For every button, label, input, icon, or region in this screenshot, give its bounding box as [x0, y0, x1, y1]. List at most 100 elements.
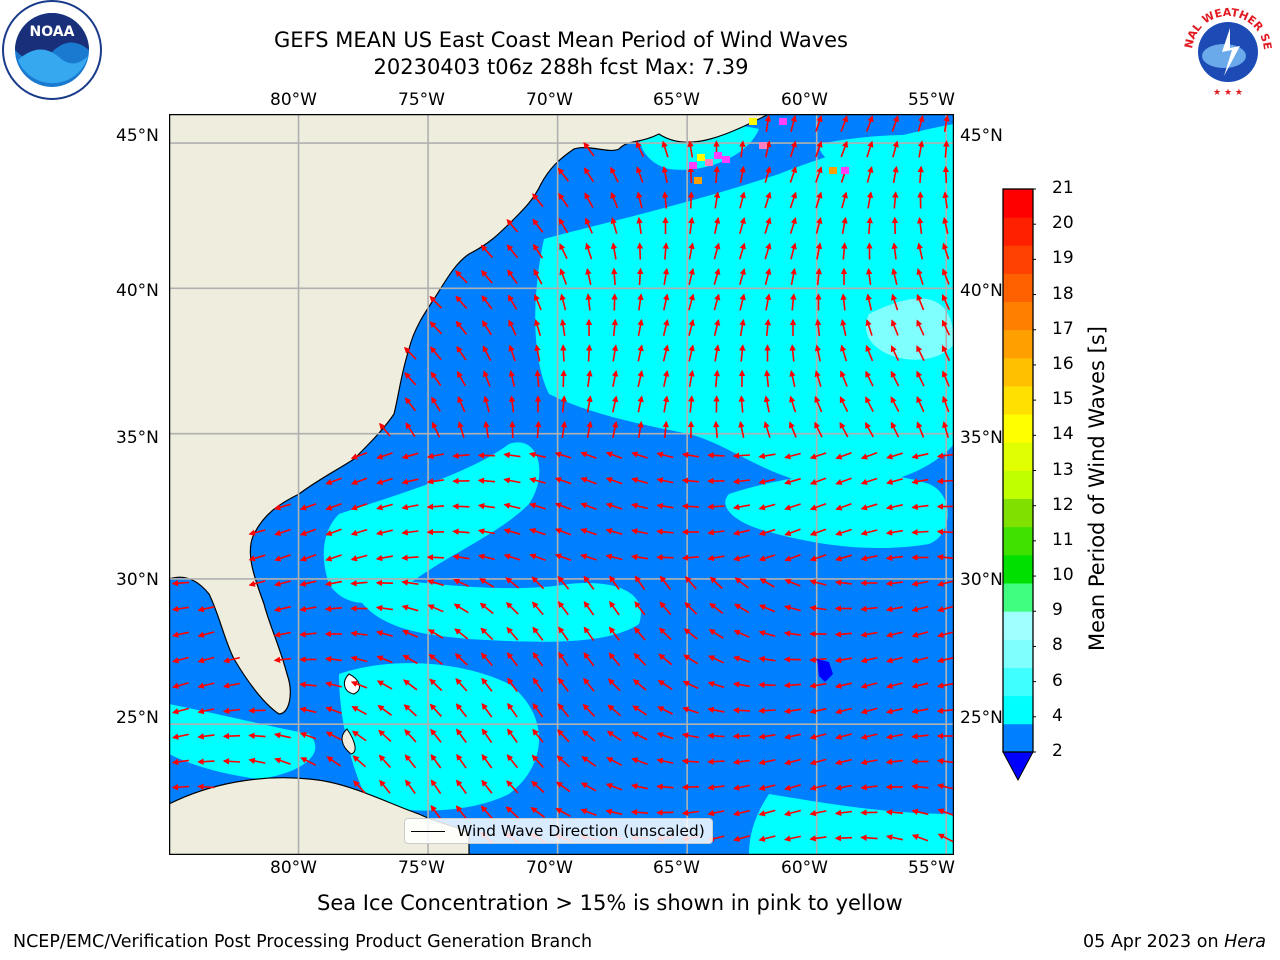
wind-wave-arrow — [299, 706, 317, 714]
wind-wave-arrow — [171, 605, 190, 613]
wind-wave-arrow — [481, 779, 493, 794]
wind-wave-arrow — [426, 452, 445, 460]
wind-wave-arrow — [764, 140, 772, 158]
wind-wave-arrow — [688, 319, 695, 336]
wind-wave-arrow — [586, 420, 593, 439]
wind-wave-arrow — [839, 421, 849, 438]
wind-wave-arrow — [732, 784, 750, 791]
colorbar-tick-label: 12 — [1052, 494, 1074, 515]
wind-wave-arrow — [662, 191, 669, 209]
wind-wave-arrow — [508, 395, 516, 413]
wind-wave-arrow — [581, 756, 597, 767]
wind-wave-arrow — [809, 554, 827, 562]
wind-wave-arrow — [885, 554, 904, 562]
wind-wave-arrow — [656, 757, 674, 765]
wind-wave-arrow — [758, 681, 776, 689]
wind-wave-arrow — [197, 707, 215, 715]
wind-wave-arrow — [656, 783, 674, 790]
wind-wave-arrow — [403, 704, 417, 717]
wind-wave-arrow — [739, 191, 746, 209]
wind-wave-arrow — [482, 320, 492, 336]
wind-wave-arrow — [350, 554, 368, 562]
footer-date: 05 Apr 2023 on — [1082, 932, 1219, 952]
wind-wave-arrow — [197, 733, 215, 740]
wind-wave-arrow — [809, 835, 827, 842]
wind-wave-arrow — [350, 452, 368, 460]
wind-wave-arrow — [886, 656, 903, 664]
wind-wave-arrow — [508, 319, 517, 336]
wind-wave-arrow — [350, 580, 368, 587]
wind-wave-arrow — [733, 835, 750, 842]
wind-wave-arrow — [834, 809, 853, 817]
lon-label-top-60w: 60°W — [781, 90, 828, 110]
wind-wave-arrow — [197, 605, 215, 613]
colorbar-segment — [1003, 470, 1033, 500]
lon-label-top-75w: 75°W — [398, 90, 445, 110]
wind-wave-arrow — [764, 166, 772, 183]
colorbar-segment — [1003, 386, 1033, 415]
wind-wave-arrow — [171, 580, 190, 587]
wind-wave-arrow — [681, 758, 700, 765]
wind-wave-arrow — [586, 395, 593, 413]
wind-wave-arrow — [404, 372, 417, 386]
wind-wave-arrow — [605, 783, 623, 791]
wind-wave-arrow — [688, 267, 695, 285]
wind-wave-arrow — [426, 554, 445, 561]
wind-wave-arrow — [733, 603, 750, 614]
wind-wave-arrow — [508, 344, 516, 362]
wind-wave-arrow — [605, 477, 623, 485]
wind-wave-arrow — [659, 601, 672, 616]
wind-wave-arrow — [911, 733, 929, 740]
wind-wave-arrow — [632, 705, 648, 716]
wind-wave-arrow — [171, 631, 189, 638]
map-panel — [169, 114, 954, 855]
wind-wave-arrow — [531, 754, 544, 768]
wind-wave-arrow — [840, 140, 849, 158]
wind-wave-arrow — [350, 503, 368, 511]
wind-wave-arrow — [658, 627, 672, 641]
wind-wave-arrow — [454, 653, 468, 666]
wind-wave-arrow — [866, 216, 873, 235]
colorbar-tick-label: 18 — [1052, 283, 1074, 304]
wind-wave-arrow — [784, 758, 801, 766]
wind-wave-arrow — [583, 600, 595, 616]
wind-wave-arrow — [841, 216, 848, 235]
wind-wave-arrow — [404, 397, 417, 412]
wind-wave-arrow — [911, 783, 929, 790]
wind-wave-arrow — [557, 167, 570, 182]
wind-wave-arrow — [534, 369, 541, 388]
wind-wave-arrow — [531, 601, 544, 616]
wind-wave-arrow — [865, 319, 873, 336]
wind-wave-arrow — [585, 293, 592, 311]
wind-wave-arrow — [707, 784, 725, 791]
wind-wave-arrow — [709, 602, 724, 615]
wind-wave-arrow — [533, 268, 543, 285]
wind-wave-arrow — [942, 216, 949, 234]
wind-wave-arrow — [758, 528, 776, 536]
wind-wave-arrow — [681, 809, 700, 817]
wind-wave-arrow — [809, 503, 827, 511]
wind-wave-arrow — [350, 680, 368, 689]
wind-wave-arrow — [560, 344, 567, 362]
wind-wave-arrow — [248, 580, 266, 587]
wind-wave-arrow — [739, 344, 746, 362]
wind-wave-arrow — [739, 217, 746, 234]
lat-label-left-40n: 40°N — [116, 281, 159, 301]
wind-wave-arrow — [430, 753, 442, 769]
wind-wave-arrow — [860, 503, 878, 511]
wind-wave-arrow — [560, 395, 567, 413]
wind-wave-arrow — [681, 783, 700, 791]
colorbar-segment — [1003, 554, 1033, 584]
lat-label-left-35n: 35°N — [116, 428, 159, 448]
colorbar-tick-label: 11 — [1052, 529, 1074, 550]
wind-wave-arrow — [911, 478, 929, 485]
wind-wave-arrow — [631, 477, 648, 484]
wind-wave-arrow — [809, 809, 827, 817]
wind-wave-arrow — [611, 318, 618, 337]
wind-wave-arrow — [941, 294, 951, 311]
wind-wave-arrow — [713, 191, 721, 209]
wind-wave-arrow — [657, 680, 673, 690]
wind-wave-arrow — [457, 421, 465, 438]
wind-wave-arrow — [885, 758, 904, 766]
wind-wave-arrow — [532, 218, 544, 233]
